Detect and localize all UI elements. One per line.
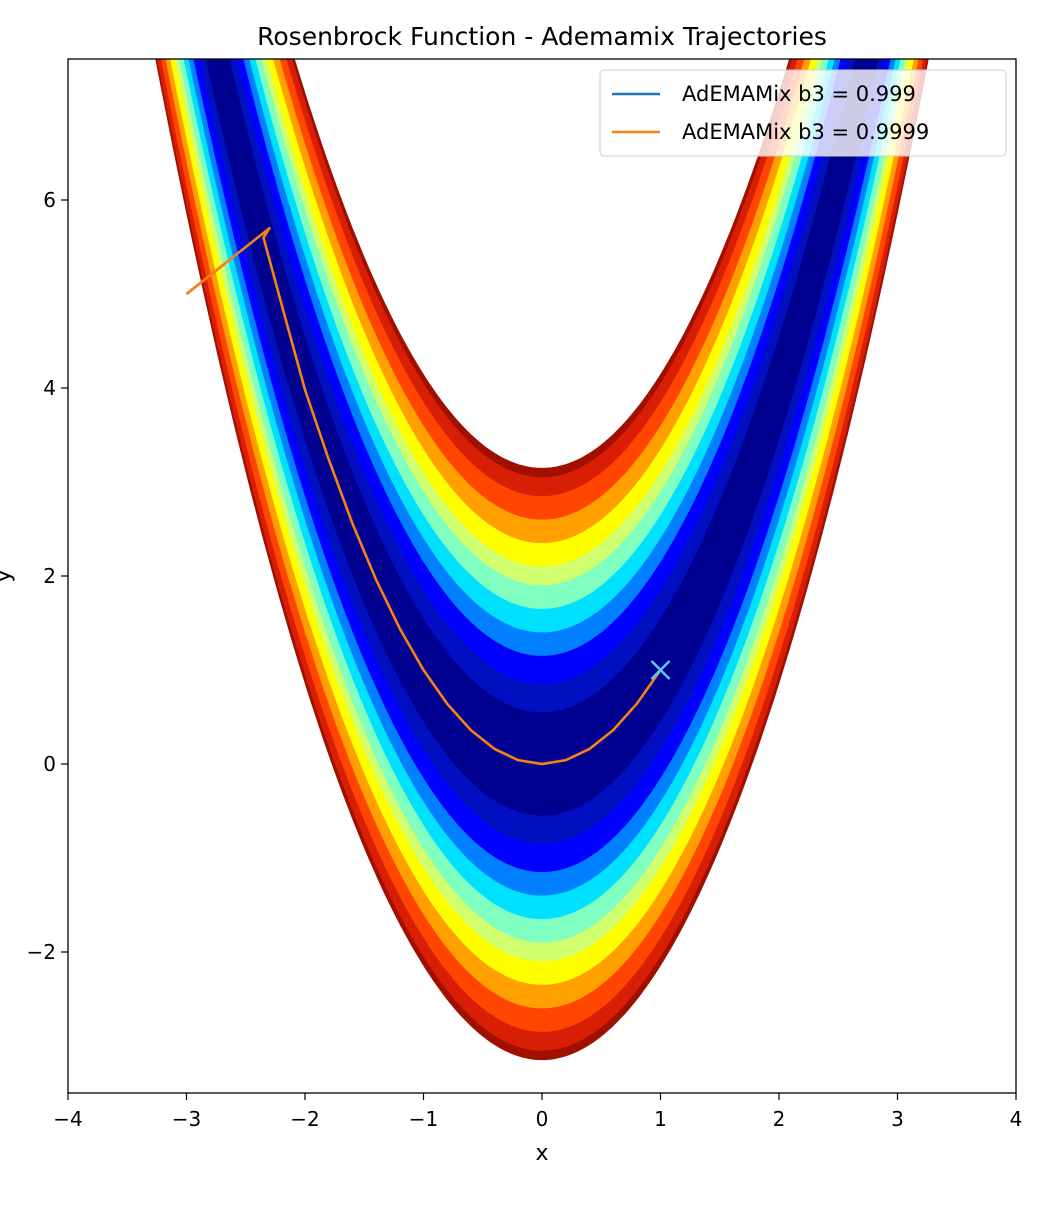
x-marker-0 [650, 660, 671, 680]
legend: AdEMAMix b3 = 0.999 AdEMAMix b3 = 0.9999 [599, 69, 1007, 157]
x-tick-label-5: 1 [654, 1107, 667, 1131]
y-tick-label-2: 2 [43, 564, 56, 588]
legend-label-1: AdEMAMix b3 = 0.9999 [682, 120, 929, 144]
y-tick-label-1: 0 [43, 752, 56, 776]
x-axis: −4 −3 −2 −1 0 1 2 3 4 [53, 1093, 1022, 1131]
contour-band-inner [199, 59, 885, 844]
x-tick-label-3: −1 [409, 1107, 438, 1131]
contour-band-9 [193, 59, 891, 873]
x-tick-label-4: 0 [536, 1107, 549, 1131]
y-axis: −2 0 2 4 6 [27, 188, 68, 964]
x-tick-label-8: 4 [1010, 1107, 1023, 1131]
y-tick-label-0: −2 [27, 940, 56, 964]
y-tick-label-4: 6 [43, 188, 56, 212]
series-line-1 [185, 226, 662, 766]
legend-label-0: AdEMAMix b3 = 0.999 [682, 82, 916, 106]
chart-title: Rosenbrock Function - Ademamix Trajector… [257, 22, 827, 51]
y-axis-label: y [0, 569, 16, 582]
y-tick-label-3: 4 [43, 376, 56, 400]
x-tick-label-2: −2 [290, 1107, 319, 1131]
x-tick-label-6: 2 [773, 1107, 786, 1131]
x-tick-label-1: −3 [172, 1107, 201, 1131]
legend-box [599, 69, 1007, 157]
marker-layer [650, 660, 671, 680]
contour-band-3 [165, 59, 919, 1009]
x-axis-label: x [535, 1141, 548, 1166]
x-tick-label-7: 3 [891, 1107, 904, 1131]
series-layer [185, 226, 662, 766]
x-tick-label-0: −4 [53, 1107, 82, 1131]
